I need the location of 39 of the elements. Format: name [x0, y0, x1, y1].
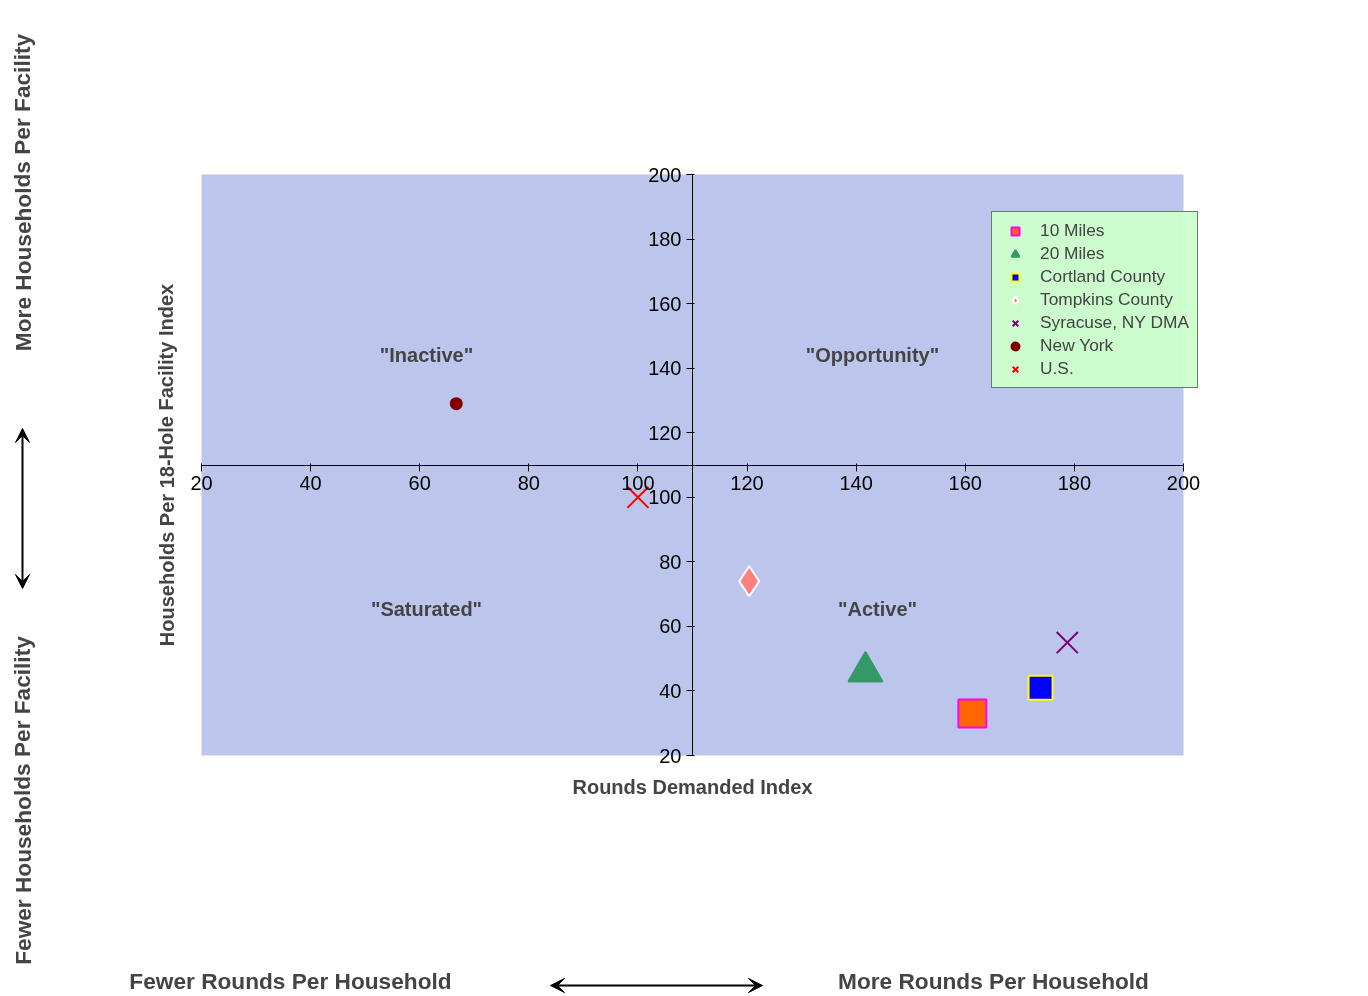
annotation: "Inactive"	[379, 343, 474, 366]
y-axis-title: Households Per 18-Hole Facility Index	[155, 283, 178, 647]
annotation: "Opportunity"	[805, 343, 940, 366]
point	[1055, 630, 1079, 655]
x-tick-label: 20	[190, 472, 213, 494]
text: More Rounds Per Household	[838, 967, 1149, 994]
legend-label: U.S.	[1040, 358, 1074, 379]
x-tick-label: 40	[299, 472, 322, 494]
legend-label: Syracuse, NY DMA	[1040, 312, 1189, 333]
legend-label: Cortland County	[1040, 266, 1166, 287]
x-tick-label: 80	[517, 472, 540, 494]
point	[1027, 674, 1054, 701]
x-tick-label: 140	[839, 472, 873, 494]
text: Fewer Rounds Per Household	[129, 967, 452, 994]
annotation: "Saturated"	[370, 597, 483, 620]
y-tick-label: 140	[648, 357, 682, 380]
x-tick-label: 180	[1057, 472, 1092, 494]
x-tick-label: 200	[1166, 472, 1201, 494]
legend-label: 20 Miles	[1040, 243, 1105, 264]
x-tick-label: 160	[948, 472, 982, 494]
x-tick-label: 120	[730, 472, 764, 494]
text: More Households Per Facility	[9, 33, 36, 352]
legend-label: Tompkins County	[1040, 289, 1173, 310]
point	[449, 397, 463, 411]
y-tick-label: 80	[659, 550, 682, 573]
y-tick-label: 40	[659, 679, 682, 702]
point	[957, 698, 988, 729]
y-tick-label: 200	[648, 163, 682, 186]
x-tick-label: 60	[408, 472, 431, 494]
legend-label: New York	[1040, 335, 1114, 356]
y-tick-label: 160	[648, 292, 682, 315]
annotation: "Active"	[838, 597, 917, 620]
y-tick-label: 180	[648, 228, 682, 251]
x-axis-title: Rounds Demanded Index	[572, 775, 813, 798]
y-tick-label: 20	[659, 744, 682, 767]
y-tick-label: 120	[648, 421, 682, 444]
y-tick-label: 60	[659, 615, 682, 638]
legend-label: 10 Miles	[1040, 220, 1105, 241]
text: Fewer Households Per Facility	[9, 635, 36, 965]
